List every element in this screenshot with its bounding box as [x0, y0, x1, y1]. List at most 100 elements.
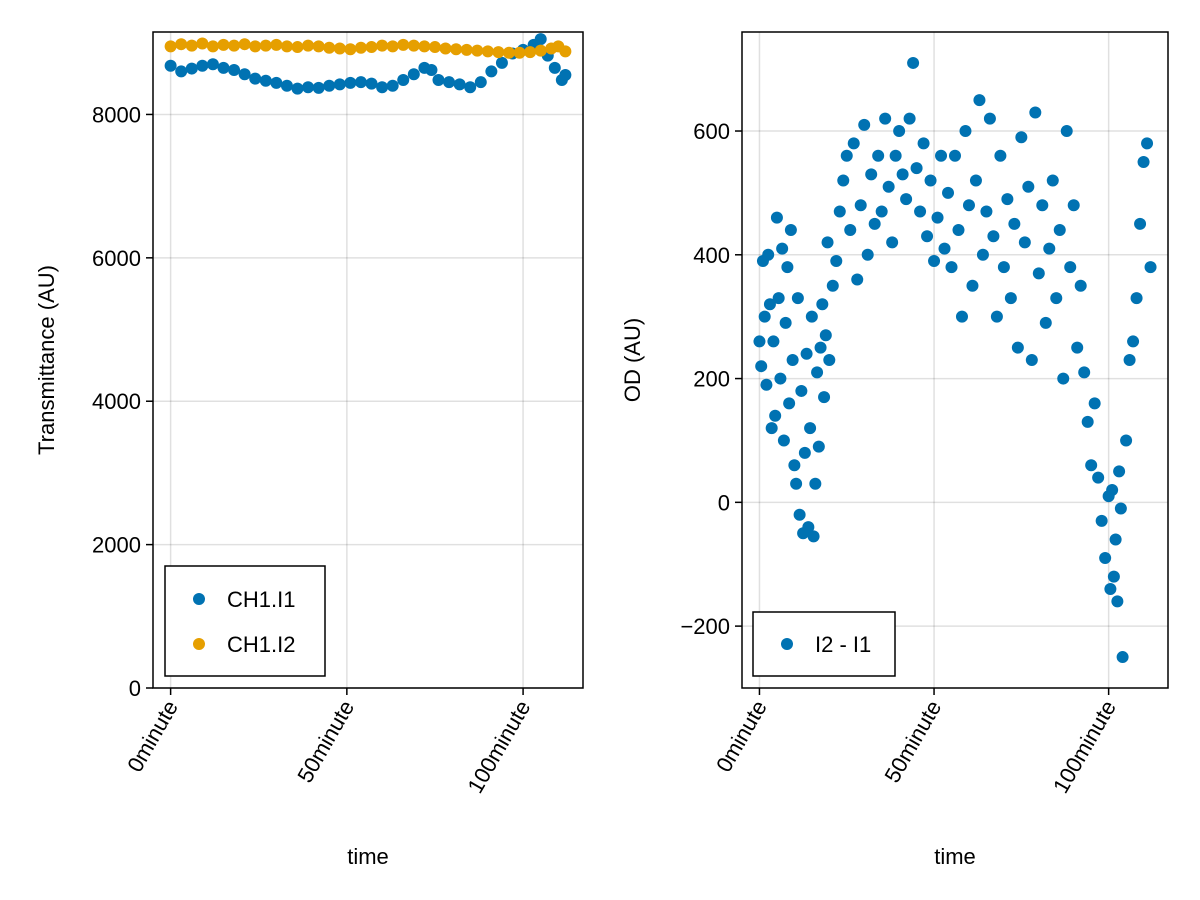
legend-marker-ch1-i2: [193, 638, 205, 650]
point-i2-i1: [804, 422, 817, 435]
point-ch1-i2: [524, 46, 537, 59]
point-i2-i1: [760, 378, 773, 391]
point-ch1-i1: [495, 56, 508, 69]
point-ch1-i1: [259, 74, 272, 87]
point-i2-i1: [868, 217, 881, 230]
point-i2-i1: [952, 224, 965, 237]
point-i2-i1: [865, 168, 878, 181]
point-i2-i1: [790, 477, 803, 490]
point-i2-i1: [1015, 131, 1028, 144]
point-ch1-i2: [397, 38, 410, 51]
point-i2-i1: [800, 347, 813, 360]
point-i2-i1: [907, 56, 920, 69]
point-i2-i1: [1141, 137, 1154, 150]
point-i2-i1: [942, 186, 955, 199]
point-ch1-i2: [534, 44, 547, 57]
point-i2-i1: [1137, 155, 1150, 168]
point-i2-i1: [1114, 502, 1127, 515]
point-i2-i1: [755, 360, 768, 373]
point-ch1-i2: [450, 43, 463, 56]
point-i2-i1: [844, 224, 857, 237]
point-ch1-i2: [217, 38, 230, 51]
point-i2-i1: [1074, 279, 1087, 292]
plot-frame: [741, 31, 1169, 689]
point-ch1-i1: [432, 74, 445, 87]
point-i2-i1: [814, 341, 827, 354]
point-i2-i1: [886, 236, 899, 249]
point-i2-i1: [763, 298, 776, 311]
point-i2-i1: [1001, 193, 1014, 206]
point-ch1-i2: [164, 40, 177, 53]
point-i2-i1: [847, 137, 860, 150]
point-i2-i1: [795, 384, 808, 397]
point-ch1-i1: [238, 68, 251, 81]
legend-marker-ch1-i1: [193, 593, 205, 605]
point-ch1-i2: [365, 41, 378, 54]
point-i2-i1: [910, 162, 923, 175]
x-tick-label: 0minute: [711, 696, 772, 776]
legend-box: [164, 565, 326, 677]
point-i2-i1: [809, 477, 822, 490]
point-ch1-i1: [280, 79, 293, 92]
legend-label-i2-minus-i1: I2 - I1: [815, 632, 871, 657]
legend-label-ch1-i1: CH1.I1: [227, 587, 295, 612]
y-tick-label: 400: [693, 243, 730, 268]
transmittance-plot: 0minute 50minute 100minute 0 2000 4000 6000 80…: [34, 31, 584, 869]
point-i2-i1: [1064, 261, 1077, 274]
point-ch1-i2: [376, 39, 389, 52]
y-ticks: −200 0 200 400 600: [680, 119, 742, 639]
point-i2-i1: [851, 273, 864, 286]
point-i2-i1: [1036, 199, 1049, 212]
point-ch1-i2: [323, 41, 336, 54]
point-i2-i1: [781, 261, 794, 274]
point-i2-i1: [811, 366, 824, 379]
point-i2-i1: [1043, 242, 1056, 255]
point-i2-i1: [816, 298, 829, 311]
point-i2-i1: [1022, 180, 1035, 193]
point-ch1-i1: [474, 76, 487, 89]
point-ch1-i1: [217, 61, 230, 74]
point-i2-i1: [1078, 366, 1091, 379]
point-i2-i1: [1032, 267, 1045, 280]
point-i2-i1: [955, 310, 968, 323]
point-ch1-i2: [386, 40, 399, 53]
point-i2-i1: [872, 149, 885, 162]
x-axis-title: time: [934, 844, 976, 869]
y-tick-label: −200: [680, 614, 730, 639]
point-i2-i1: [980, 205, 993, 218]
point-i2-i1: [924, 174, 937, 187]
point-i2-i1: [889, 149, 902, 162]
point-i2-i1: [1095, 514, 1108, 527]
point-ch1-i2: [175, 38, 188, 51]
point-i2-i1: [1025, 354, 1038, 366]
point-i2-i1: [896, 168, 909, 181]
point-ch1-i1: [407, 68, 420, 81]
point-i2-i1: [1071, 341, 1084, 354]
point-i2-i1: [840, 149, 853, 162]
point-i2-i1: [1116, 651, 1129, 664]
point-i2-i1: [1046, 174, 1059, 187]
point-i2-i1: [1008, 217, 1021, 230]
x-tick-label: 100minute: [462, 696, 535, 797]
point-ch1-i2: [418, 40, 431, 53]
point-ch1-i2: [228, 39, 241, 52]
point-i2-i1: [777, 434, 790, 447]
legend-label-ch1-i2: CH1.I2: [227, 632, 295, 657]
point-i2-i1: [786, 354, 799, 366]
grid: [742, 32, 1168, 688]
point-ch1-i2: [502, 46, 515, 59]
point-ch1-i2: [206, 40, 219, 53]
point-i2-i1: [788, 459, 801, 472]
y-tick-label: 8000: [92, 102, 141, 127]
point-ch1-i1: [376, 81, 389, 94]
y-tick-label: 0: [718, 490, 730, 515]
y-tick-label: 200: [693, 367, 730, 392]
point-i2-i1: [949, 149, 961, 162]
point-ch1-i2: [270, 38, 283, 51]
point-i2-i1: [1050, 292, 1063, 305]
point-i2-i1: [1067, 199, 1080, 212]
point-i2-i1: [973, 94, 986, 107]
point-i2-i1: [1134, 217, 1147, 230]
y-tick-label: 4000: [92, 389, 141, 414]
point-ch1-i1: [175, 65, 188, 78]
